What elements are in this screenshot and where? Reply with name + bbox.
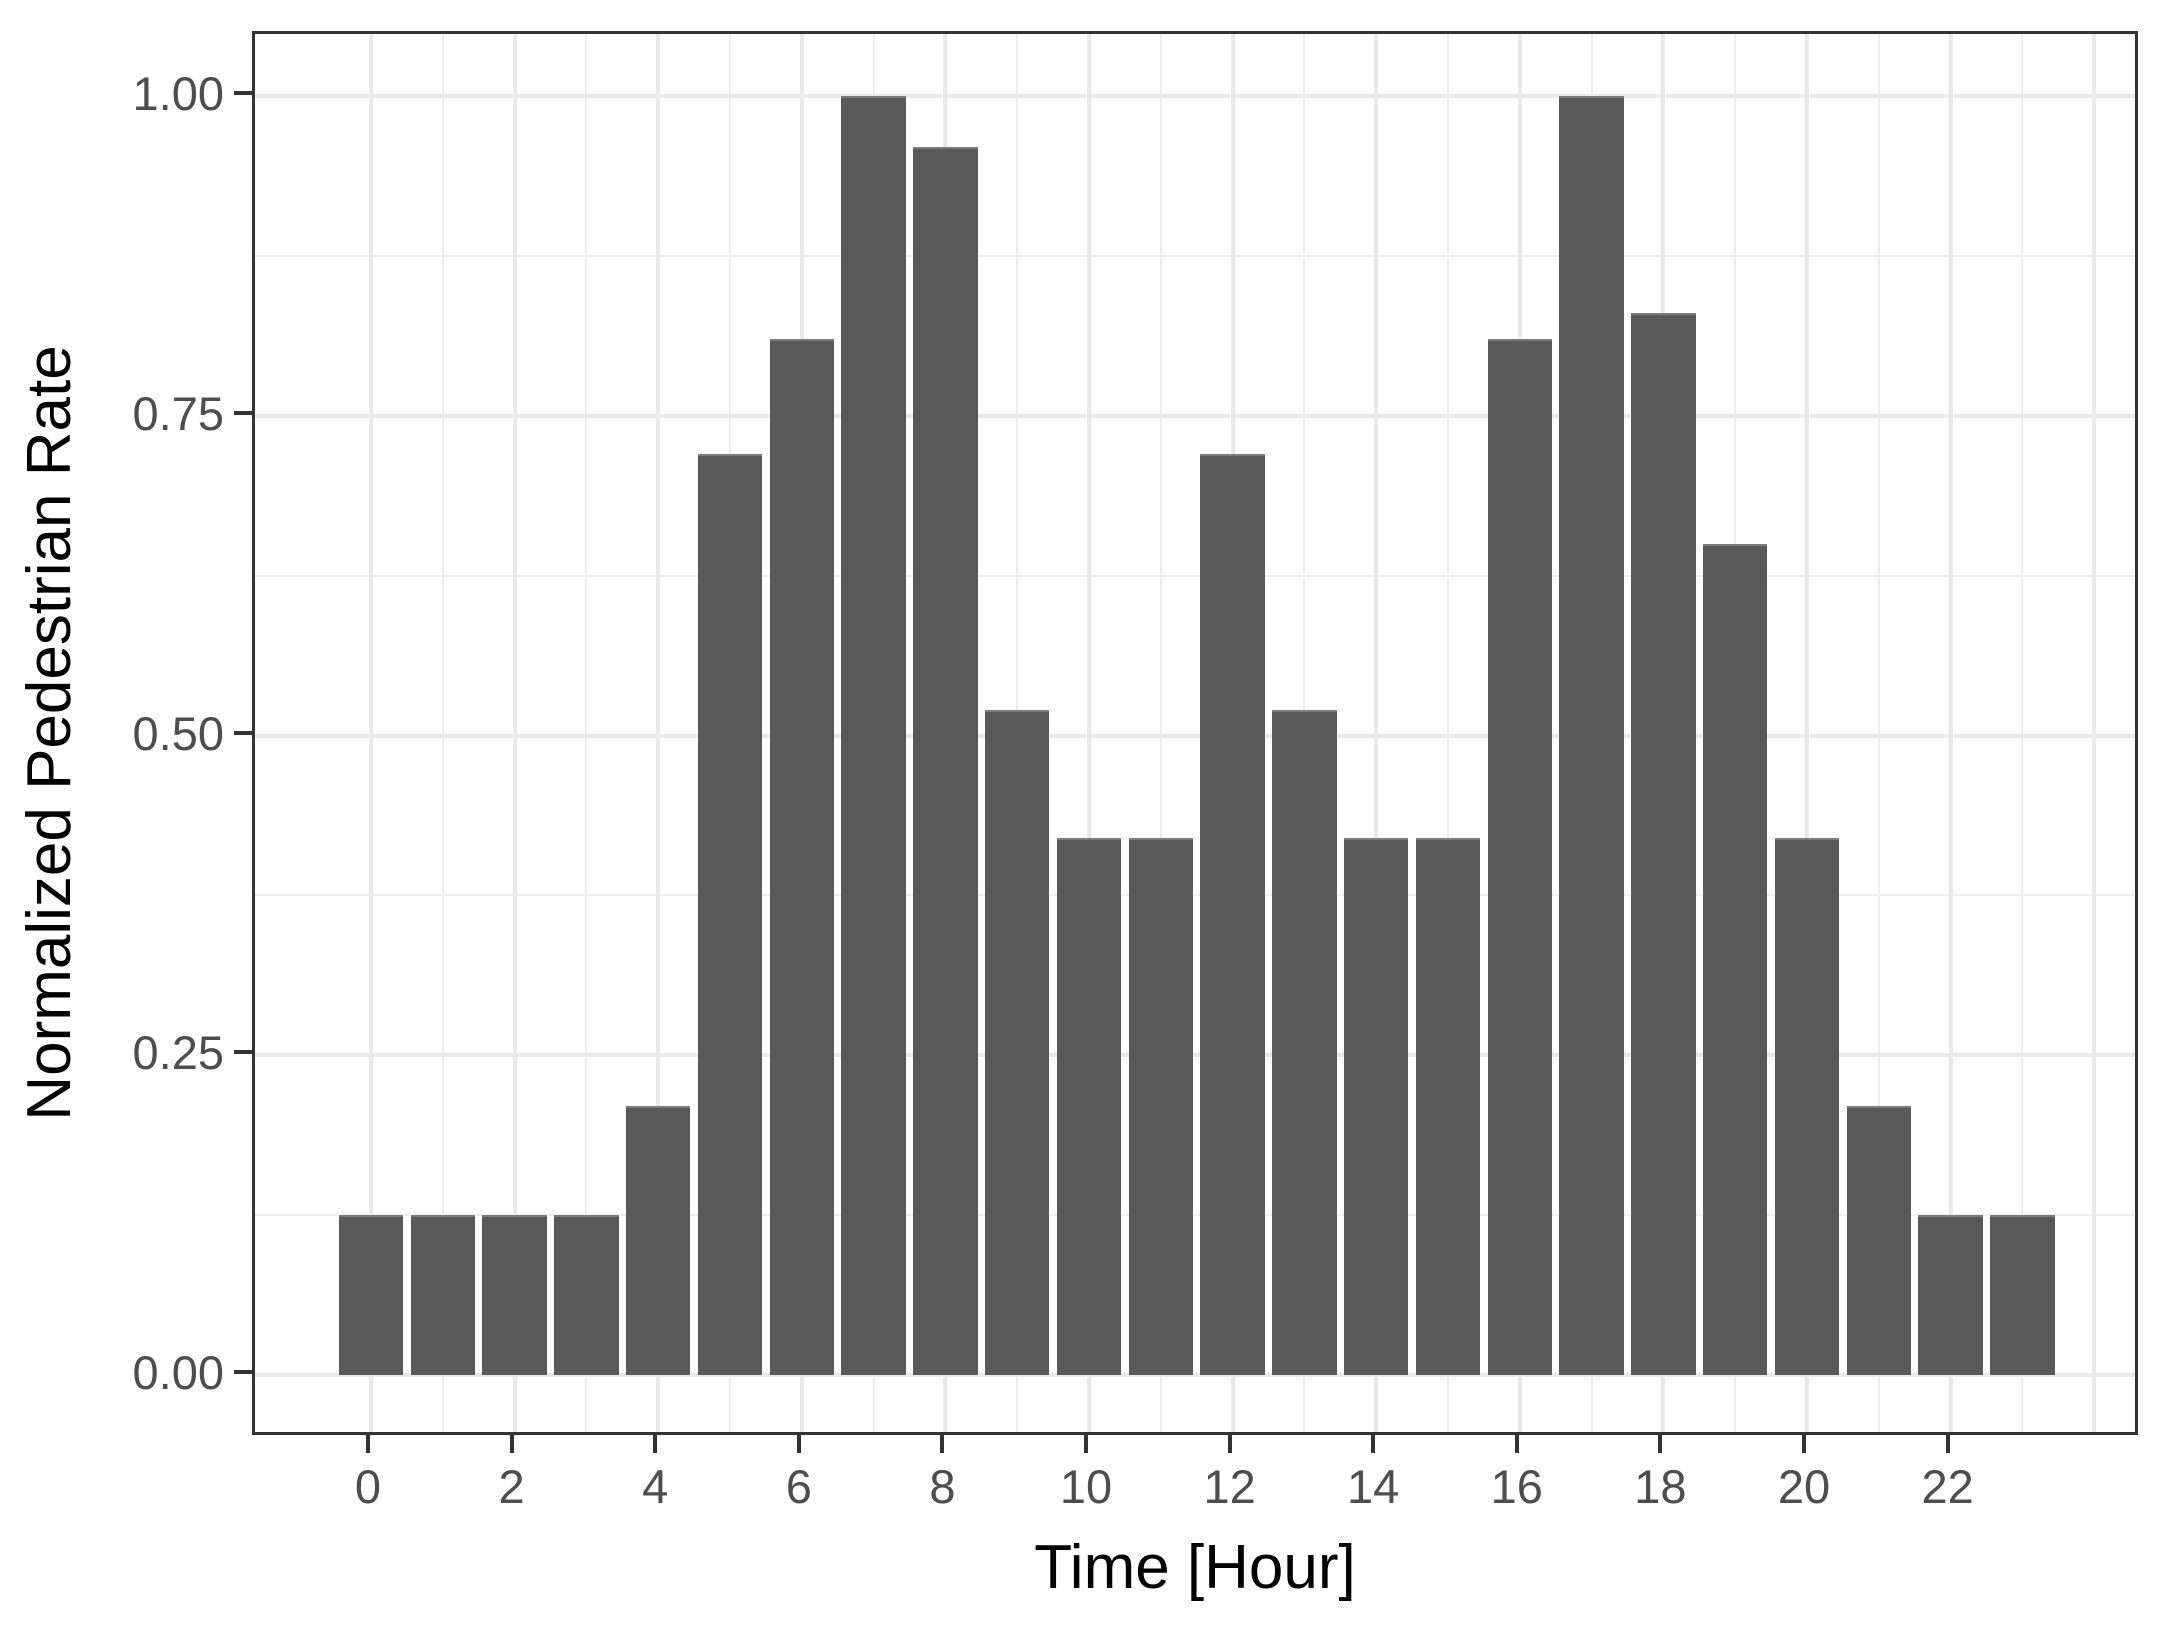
y-major-gridline: [255, 733, 2135, 738]
x-major-gridline: [1087, 34, 1091, 1432]
bar-hour-13: [1272, 709, 1337, 1375]
y-tick-mark: [234, 91, 252, 95]
y-minor-gridline: [255, 894, 2135, 897]
y-minor-gridline: [255, 1214, 2135, 1217]
bar-hour-18: [1631, 313, 1696, 1375]
x-tick-label: 18: [1634, 1460, 1687, 1513]
x-tick-label: 22: [1921, 1460, 1974, 1513]
x-minor-gridline: [441, 34, 444, 1432]
x-axis-title: Time [Hour]: [1034, 1533, 1356, 1602]
x-tick-mark: [1371, 1435, 1376, 1453]
y-tick-label: 0.25: [132, 1026, 224, 1080]
bar-hour-1: [410, 1215, 476, 1375]
x-major-gridline: [656, 34, 661, 1432]
bar-hour-4: [625, 1106, 691, 1375]
bar-hour-6: [769, 339, 835, 1375]
y-major-gridline: [255, 1373, 2135, 1377]
y-major-gridline: [255, 1053, 2135, 1058]
y-tick-mark: [234, 1050, 252, 1055]
x-minor-gridline: [1877, 34, 1880, 1432]
x-tick-label: 2: [498, 1460, 525, 1513]
x-major-gridline: [1805, 34, 1809, 1432]
y-tick-label: 1.00: [132, 67, 224, 120]
bar-hour-16: [1487, 339, 1553, 1375]
x-tick-label: 20: [1777, 1460, 1831, 1513]
bar-hour-5: [697, 454, 763, 1375]
x-tick-label: 8: [929, 1460, 956, 1513]
x-major-gridline: [2092, 34, 2097, 1432]
y-tick-mark: [234, 730, 252, 735]
x-tick-mark: [1658, 1435, 1663, 1453]
y-tick-mark: [234, 1370, 252, 1374]
x-tick-label: 0: [354, 1460, 382, 1513]
y-tick-label: 0.00: [132, 1346, 224, 1399]
bar-hour-15: [1415, 837, 1481, 1375]
bar-hour-10: [1056, 837, 1122, 1375]
x-tick-mark: [1802, 1435, 1806, 1453]
bar-hour-2: [482, 1215, 547, 1375]
bar-hour-19: [1702, 543, 1768, 1375]
bar-hour-20: [1774, 837, 1840, 1375]
x-major-gridline: [1374, 34, 1379, 1432]
y-major-gridline: [255, 94, 2135, 98]
bar-hour-12: [1200, 454, 1265, 1375]
y-tick-label: 0.75: [132, 386, 224, 440]
bar-hour-0: [338, 1215, 404, 1375]
x-minor-gridline: [1159, 34, 1162, 1432]
y-minor-gridline: [255, 254, 2135, 257]
x-tick-label: 4: [642, 1460, 669, 1513]
x-minor-gridline: [2021, 34, 2024, 1432]
x-tick-mark: [1084, 1435, 1088, 1453]
x-tick-mark: [1227, 1435, 1232, 1453]
x-tick-mark: [940, 1435, 945, 1453]
bar-hour-21: [1846, 1106, 1912, 1375]
x-tick-mark: [366, 1435, 370, 1453]
bar-hour-23: [1990, 1215, 2055, 1375]
bar-hour-17: [1559, 96, 1624, 1375]
x-tick-mark: [509, 1435, 514, 1453]
x-tick-label: 12: [1203, 1460, 1256, 1513]
x-tick-label: 10: [1059, 1460, 1113, 1513]
x-tick-mark: [653, 1435, 658, 1453]
y-major-gridline: [255, 413, 2135, 418]
y-tick-mark: [234, 410, 252, 415]
x-tick-mark: [796, 1435, 801, 1453]
x-tick-label: 6: [785, 1460, 812, 1513]
x-tick-mark: [1945, 1435, 1950, 1453]
x-major-gridline: [1948, 34, 1953, 1432]
bar-hour-14: [1343, 837, 1409, 1375]
y-tick-label: 0.50: [132, 706, 224, 760]
bar-hour-8: [913, 147, 978, 1375]
x-tick-label: 14: [1347, 1460, 1400, 1513]
x-major-gridline: [512, 34, 517, 1432]
y-minor-gridline: [255, 574, 2135, 577]
bar-hour-3: [554, 1215, 619, 1375]
bar-hour-7: [841, 96, 906, 1375]
plot-panel: [252, 31, 2138, 1435]
x-minor-gridline: [1447, 34, 1449, 1432]
x-major-gridline: [369, 34, 373, 1432]
bar-hour-9: [984, 709, 1050, 1375]
x-tick-label: 16: [1490, 1460, 1543, 1513]
bar-hour-22: [1918, 1215, 1983, 1375]
x-tick-mark: [1514, 1435, 1519, 1453]
bar-hour-11: [1128, 837, 1194, 1375]
x-minor-gridline: [585, 34, 588, 1432]
